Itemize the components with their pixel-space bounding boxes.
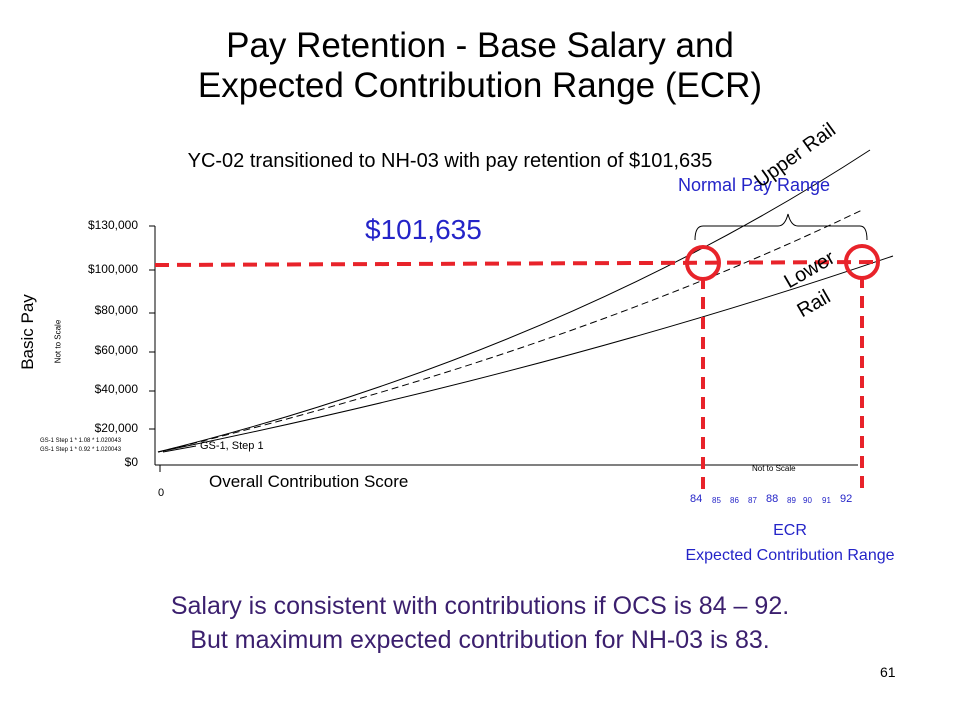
ecr-number-90: 90 — [803, 496, 812, 505]
ecr-full-label: Expected Contribution Range — [685, 547, 895, 564]
ecr-number-87: 87 — [748, 496, 757, 505]
y-tick-40000: $40,000 — [94, 382, 138, 396]
y-axis-label: Basic Pay — [18, 294, 37, 370]
ecr-number-88: 88 — [766, 493, 779, 505]
footer-line-1: Salary is consistent with contributions … — [170, 592, 790, 620]
pay-retention-amount: $101,635 — [365, 214, 482, 245]
normal-pay-range-brace — [694, 213, 868, 241]
ecr-number-92: 92 — [840, 493, 853, 505]
upper-rail-intersection-circle — [685, 245, 721, 281]
y-tick-0: $0 — [124, 455, 138, 469]
page-number: 61 — [880, 664, 896, 680]
x-tick-0: 0 — [158, 487, 165, 499]
gs-pointer-line — [162, 445, 197, 453]
x-axis-note: Not to Scale — [752, 464, 796, 473]
ecr-number-84: 84 — [690, 493, 703, 505]
lower-rail-intersection-circle — [844, 244, 880, 280]
y-tick-20000: $20,000 — [94, 421, 138, 435]
y-tick-60000: $60,000 — [94, 343, 138, 357]
lower-rail-curve — [157, 255, 894, 453]
midpoint-curve — [157, 209, 863, 453]
y-tick-130000: $130,000 — [87, 218, 138, 232]
ecr-label: ECR — [773, 522, 807, 539]
page-title-line-1: Pay Retention - Base Salary and — [226, 26, 734, 65]
ecr-number-91: 91 — [822, 496, 831, 505]
upper-rail-curve — [157, 149, 871, 453]
x-axis-label: Overall Contribution Score — [209, 472, 409, 491]
ecr-number-85: 85 — [712, 496, 721, 505]
ecr-number-89: 89 — [787, 496, 796, 505]
page-title-line-2: Expected Contribution Range (ECR) — [197, 66, 763, 105]
y-axis-note: Not to Scale — [53, 319, 63, 364]
gs-note-lower: GS-1 Step 1 * 0.92 * 1.020043 — [40, 447, 122, 453]
normal-pay-range-label: Normal Pay Range — [678, 175, 831, 195]
y-tick-100000: $100,000 — [87, 262, 138, 276]
footer-line-2: But maximum expected contribution for NH… — [190, 626, 770, 654]
pay-retention-line — [154, 260, 881, 267]
y-axis-ticks — [149, 225, 155, 430]
gs-note-upper: GS-1 Step 1 * 1.08 * 1.020043 — [40, 438, 122, 444]
y-tick-80000: $80,000 — [94, 303, 138, 317]
subtitle: YC-02 transitioned to NH-03 with pay ret… — [187, 150, 713, 172]
ecr-number-86: 86 — [730, 496, 739, 505]
gs-1-step-1-label: GS-1, Step 1 — [200, 440, 264, 452]
